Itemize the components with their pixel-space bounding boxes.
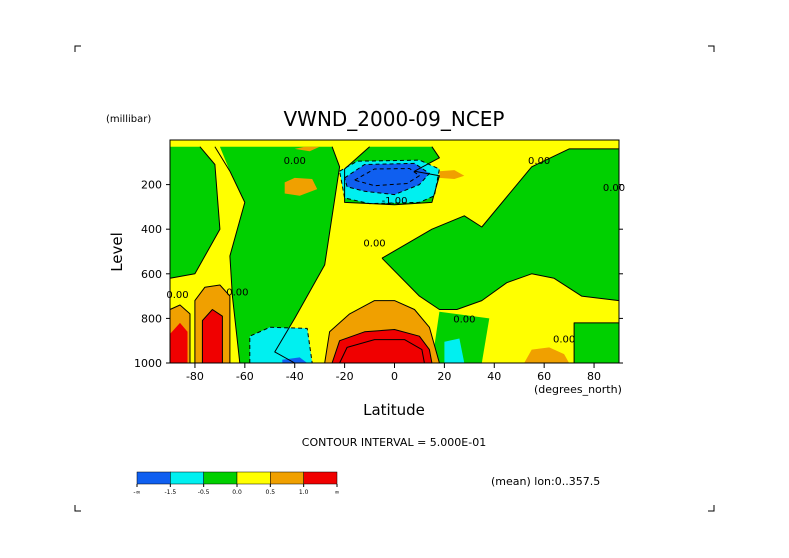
x-tick-label: 20 xyxy=(437,370,451,383)
x-axis-label: Latitude xyxy=(363,401,425,419)
contour-value-labels: 0.00 -1.00 0.00 0.00 0.00 0.00 0.00 0.00 0.00 xyxy=(166,156,625,345)
contour-value-label: 0.00 xyxy=(453,314,475,325)
contour-lines xyxy=(169,146,620,364)
contour-fill-regions xyxy=(170,146,619,363)
x-tick-label: 60 xyxy=(537,370,551,383)
contour-line xyxy=(339,339,425,364)
x-tick-label: 0 xyxy=(391,370,398,383)
contour-value-label: 0.00 xyxy=(166,290,188,301)
x-tick-label: -60 xyxy=(236,370,254,383)
legend-swatch xyxy=(236,471,271,485)
legend-level-label: -1.5 xyxy=(164,489,176,496)
contour-region xyxy=(344,163,430,195)
contour-value-label: 0.00 xyxy=(363,239,385,250)
contour-line xyxy=(169,304,191,363)
contour-line xyxy=(214,146,246,364)
y-unit-label: (millibar) xyxy=(106,114,151,125)
contour-value-label: 0.00 xyxy=(528,156,550,167)
legend-level-label: -∞ xyxy=(133,489,140,496)
x-tick-label: -20 xyxy=(336,370,354,383)
negative-contour-line xyxy=(344,162,430,196)
contour-value-label: 0.00 xyxy=(553,334,575,345)
contour-line xyxy=(381,257,620,310)
y-tick-label: 400 xyxy=(141,223,162,236)
contour-interval-text: CONTOUR INTERVAL = 5.000E-01 xyxy=(302,436,486,449)
plot-area: 0.00 -1.00 0.00 0.00 0.00 0.00 0.00 0.00 0.00 xyxy=(166,139,625,364)
legend-level-label: -0.5 xyxy=(198,489,210,496)
y-axis-label: Level xyxy=(108,232,126,272)
x-tick-label: -80 xyxy=(186,370,204,383)
contour-region xyxy=(294,146,320,152)
negative-contour-line xyxy=(354,168,420,187)
contour-line xyxy=(573,322,619,363)
contour-region xyxy=(594,148,619,239)
contour-line xyxy=(201,309,223,363)
legend-swatch xyxy=(270,471,304,485)
legend-swatch xyxy=(203,471,238,485)
contour-region xyxy=(444,338,465,363)
contour-region xyxy=(249,327,313,363)
chart-title: VWND_2000-09_NCEP xyxy=(283,107,504,131)
x-tick-label: 80 xyxy=(587,370,601,383)
contour-line xyxy=(381,148,619,259)
contour-region xyxy=(332,329,432,363)
contour-line xyxy=(344,146,440,206)
y-tick-label: 1000 xyxy=(134,357,162,370)
y-tick-label: 800 xyxy=(141,312,162,325)
crop-marks xyxy=(74,45,715,512)
contour-region xyxy=(202,309,223,363)
contour-value-label: -1.00 xyxy=(382,196,408,207)
contour-region xyxy=(282,357,308,363)
x-tick-label: 40 xyxy=(487,370,501,383)
color-legend: -∞ -1.5 -0.5 0.0 0.5 1.0 ∞ xyxy=(133,471,340,496)
legend-swatch xyxy=(303,471,338,485)
contour-region xyxy=(170,322,188,363)
longitude-subset-text: (mean) lon:0..357.5 xyxy=(491,475,600,488)
contour-region xyxy=(382,148,619,310)
x-unit-label: (degrees_north) xyxy=(534,383,622,396)
y-axis: 200 400 600 800 1000 xyxy=(134,179,623,370)
legend-level-label: 0.5 xyxy=(266,489,276,496)
contour-line xyxy=(194,284,231,363)
contour-region xyxy=(170,146,220,279)
contour-line xyxy=(331,329,433,364)
contour-value-label: 0.00 xyxy=(603,183,625,194)
x-tick-label: -40 xyxy=(286,370,304,383)
contour-line xyxy=(169,146,221,279)
contour-region xyxy=(284,177,318,196)
legend-swatch xyxy=(136,471,171,485)
contour-region xyxy=(524,347,570,363)
contour-line xyxy=(324,300,440,364)
y-tick-label: 600 xyxy=(141,268,162,281)
legend-level-label: ∞ xyxy=(335,489,340,496)
contour-region xyxy=(219,146,340,363)
legend-swatch xyxy=(170,471,204,485)
y-tick-label: 200 xyxy=(141,179,162,192)
negative-contour-line xyxy=(249,326,313,364)
legend-level-label: 0.0 xyxy=(232,489,242,496)
contour-value-label: 0.00 xyxy=(284,156,306,167)
legend-level-label: 1.0 xyxy=(299,489,309,496)
contour-line xyxy=(274,146,341,364)
x-axis: -80 -60 -40 -20 0 20 40 60 80 xyxy=(186,363,601,383)
contour-region xyxy=(574,322,619,363)
contour-region xyxy=(439,170,465,179)
contour-value-label: 0.00 xyxy=(226,288,248,299)
